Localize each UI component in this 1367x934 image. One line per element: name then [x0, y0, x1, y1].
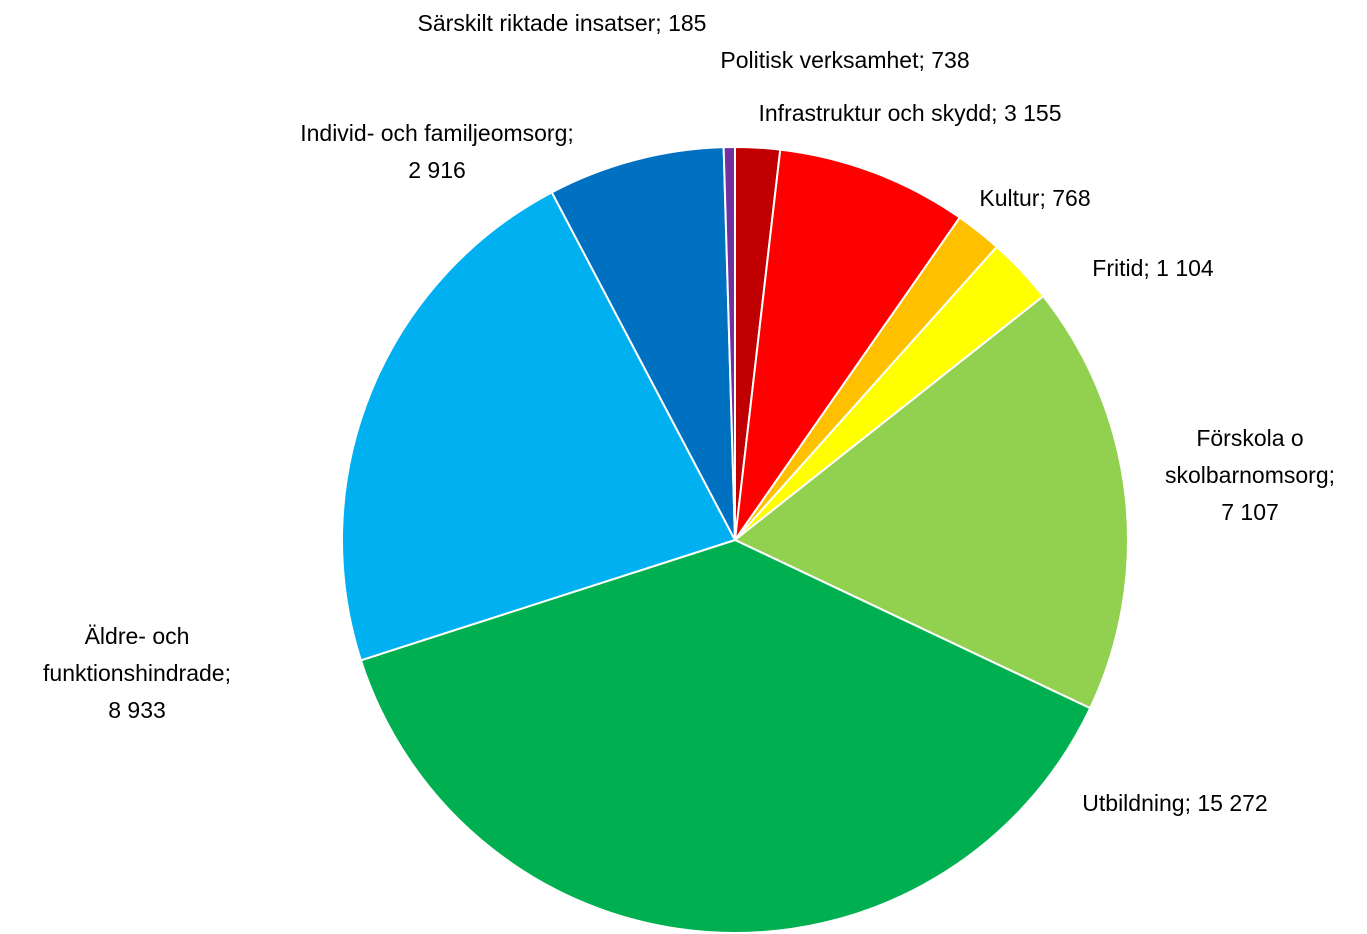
- label-value: 7 107: [1221, 499, 1279, 525]
- label-separator: ;: [918, 47, 925, 73]
- label-category: Äldre- och funktionshindrade: [43, 623, 225, 686]
- label-value: 185: [668, 10, 707, 36]
- label-separator: ;: [567, 120, 574, 146]
- data-label: Särskilt riktade insatser; 185: [412, 5, 712, 42]
- data-label: Individ- och familjeomsorg; 2 916: [292, 115, 582, 189]
- pie-slice: [734, 148, 962, 541]
- label-separator: ;: [655, 10, 662, 36]
- label-separator: ;: [991, 100, 998, 126]
- label-value: 768: [1052, 185, 1091, 211]
- label-category: Kultur: [979, 185, 1040, 211]
- pie-slice: [359, 538, 1092, 934]
- data-label: Förskola o skolbarnomsorg; 7 107: [1150, 420, 1350, 531]
- label-category: Särskilt riktade insatser: [417, 10, 656, 36]
- label-category: Förskola o skolbarnomsorg: [1164, 425, 1329, 488]
- label-category: Fritid: [1092, 255, 1144, 281]
- label-value: 8 933: [108, 697, 166, 723]
- label-separator: ;: [1143, 255, 1150, 281]
- pie-slice: [341, 190, 737, 662]
- label-value: 2 916: [408, 157, 466, 183]
- label-category: Individ- och familjeomsorg: [300, 120, 568, 146]
- data-label: Utbildning; 15 272: [1025, 785, 1325, 822]
- pie-slice: [550, 146, 736, 541]
- label-value: 1 104: [1156, 255, 1214, 281]
- label-separator: ;: [1328, 462, 1336, 488]
- label-category: Infrastruktur och skydd: [758, 100, 992, 126]
- label-value: 3 155: [1003, 100, 1062, 126]
- pie-slice: [722, 145, 736, 541]
- pie-slice: [733, 294, 1129, 710]
- data-label: Kultur; 768: [885, 180, 1185, 217]
- data-label: Infrastruktur och skydd; 3 155: [745, 95, 1075, 132]
- data-label: Fritid; 1 104: [1003, 250, 1303, 287]
- data-label: Äldre- och funktionshindrade; 8 933: [22, 618, 252, 729]
- label-value: 738: [931, 47, 970, 73]
- label-separator: ;: [1039, 185, 1046, 211]
- label-separator: ;: [224, 660, 231, 686]
- label-category: Utbildning: [1082, 790, 1185, 816]
- label-category: Politisk verksamhet: [720, 47, 919, 73]
- label-separator: ;: [1184, 790, 1191, 816]
- data-label: Politisk verksamhet; 738: [645, 42, 1045, 79]
- label-value: 15 272: [1197, 790, 1268, 816]
